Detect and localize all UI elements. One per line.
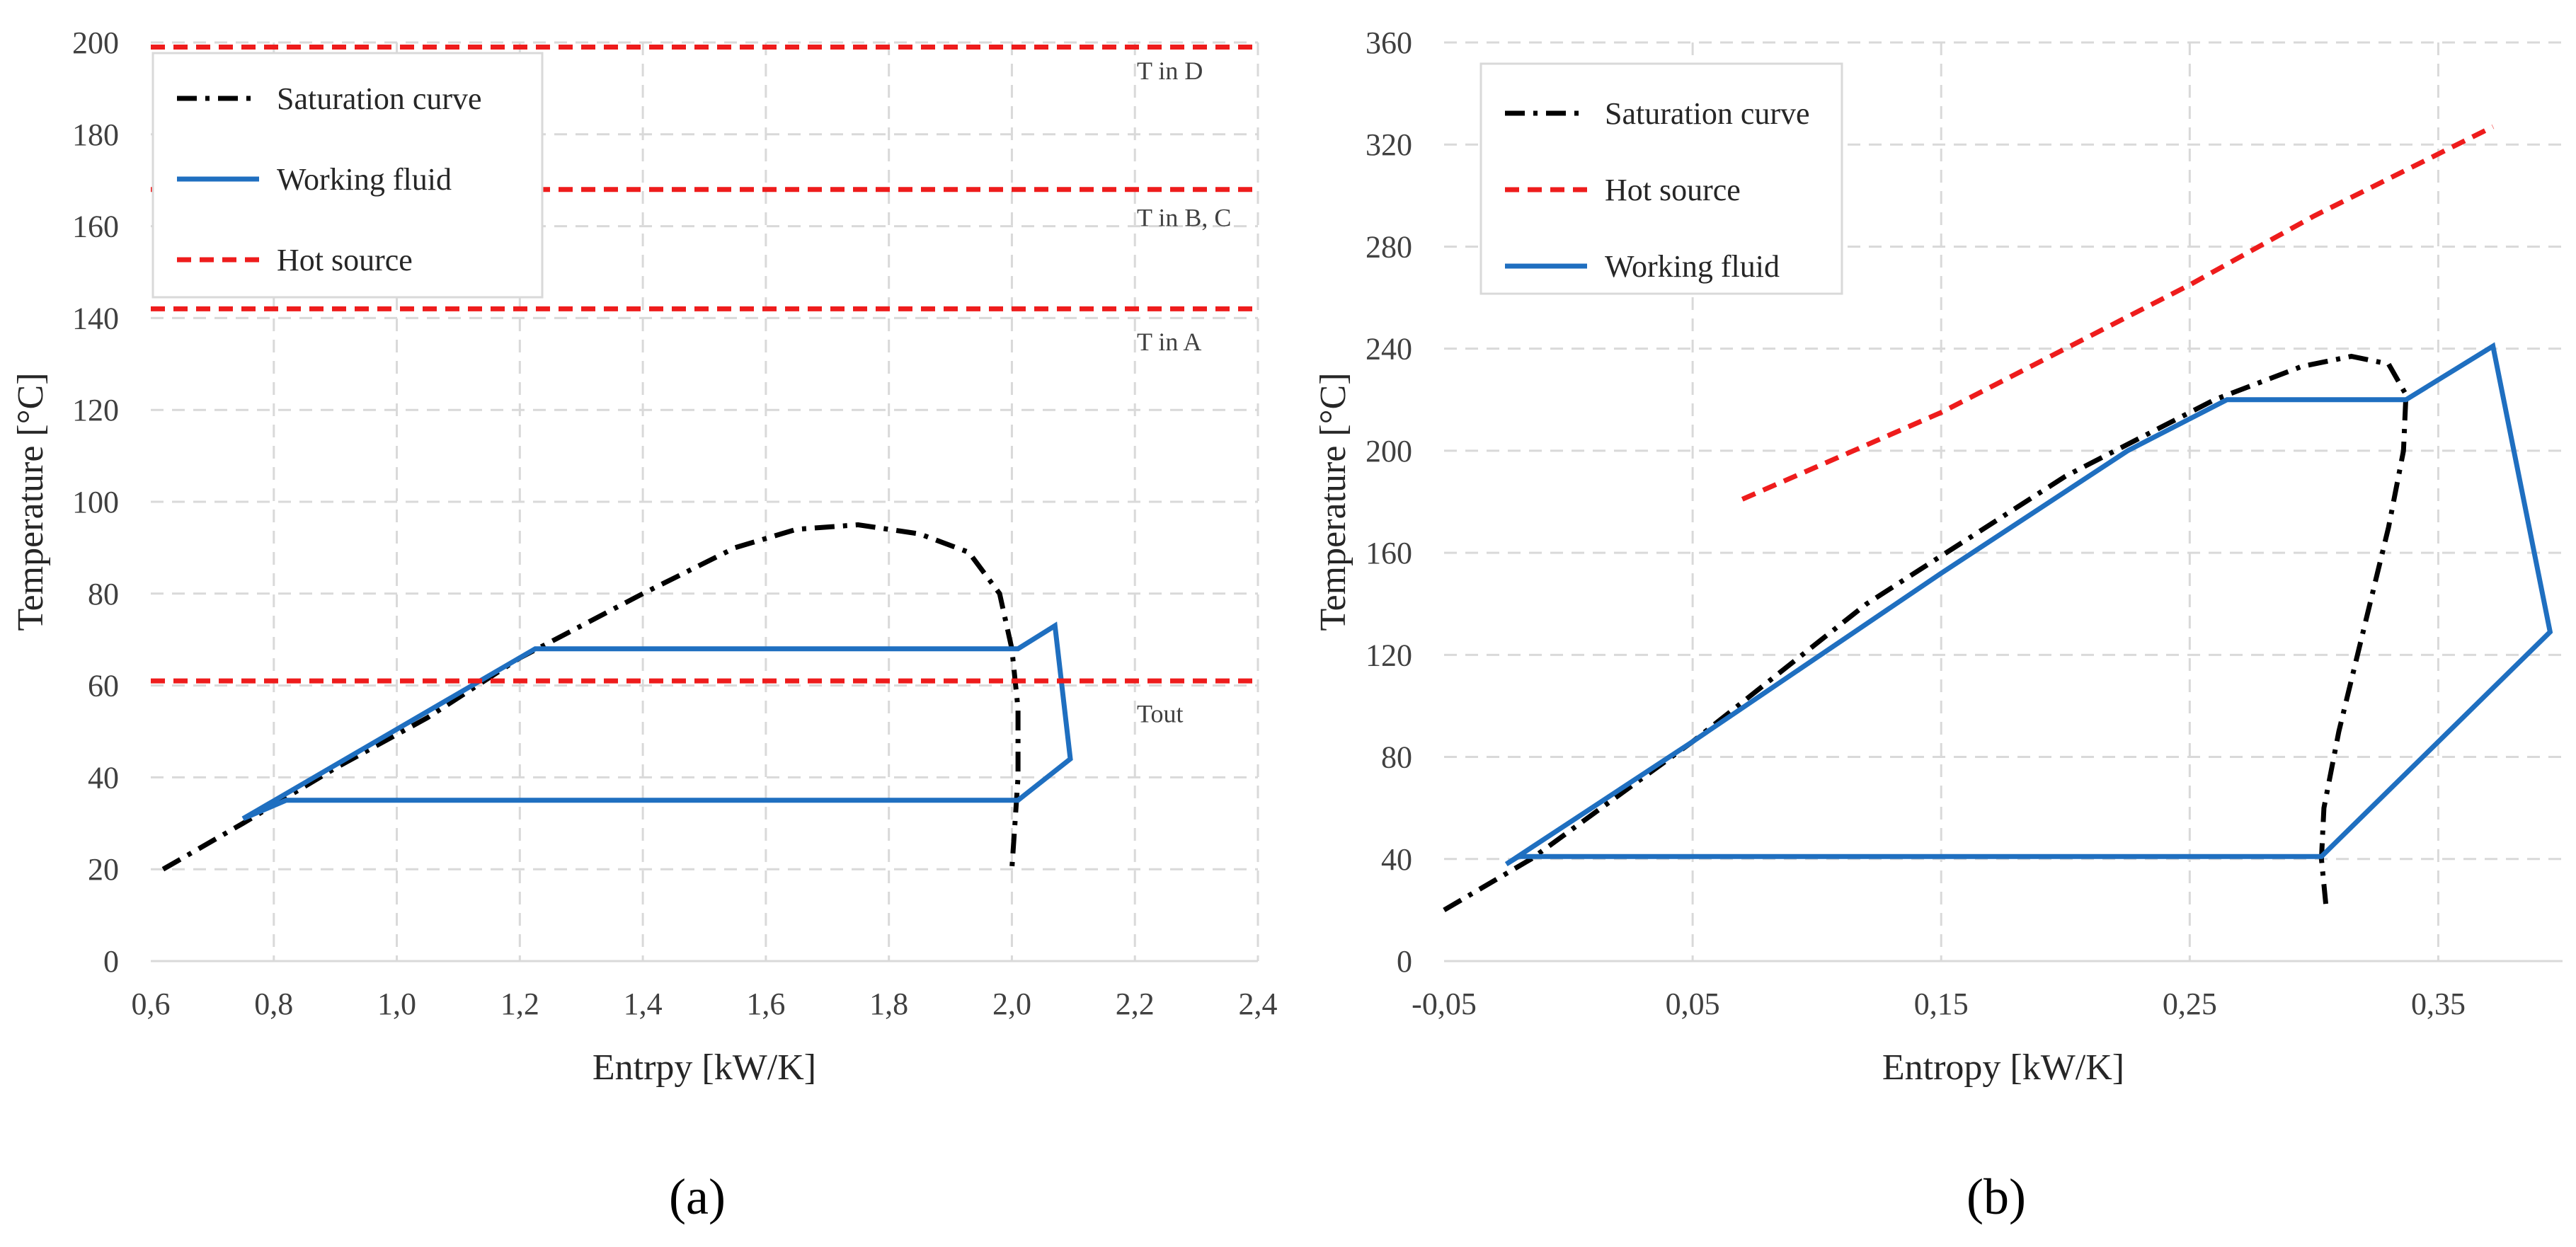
annotation-label: T in B, C	[1137, 204, 1231, 232]
x-tick-label: 1,0	[377, 987, 416, 1021]
x-tick-label: 2,2	[1116, 987, 1155, 1021]
x-tick-label: 2,0	[992, 987, 1031, 1021]
x-axis-title: Entrpy [kW/K]	[593, 1047, 816, 1088]
y-tick-label: 60	[88, 669, 119, 703]
y-tick-label: 120	[72, 393, 119, 427]
legend-label-saturation-curve: Saturation curve	[277, 81, 482, 116]
y-tick-label: 320	[1366, 127, 1412, 162]
panel-label: (b)	[1967, 1168, 2026, 1225]
panel-label: (a)	[669, 1168, 726, 1225]
series-saturation-curve-line	[161, 522, 1021, 872]
x-tick-label: 1,6	[746, 987, 785, 1021]
x-tick-label: -0,05	[1412, 987, 1477, 1021]
series-hot-source-line	[1741, 124, 2495, 502]
y-tick-label: 0	[1397, 944, 1412, 979]
y-tick-label: 200	[1366, 434, 1412, 469]
annotation-label: T in D	[1137, 57, 1203, 85]
legend-label-working-fluid: Working fluid	[277, 162, 452, 197]
y-tick-label: 120	[1366, 638, 1412, 672]
y-tick-label: 200	[72, 25, 119, 60]
y-tick-label: 0	[103, 944, 119, 979]
y-tick-label: 80	[1381, 740, 1412, 775]
x-axis-title: Entropy [kW/K]	[1882, 1047, 2124, 1088]
annotation-label: T in A	[1137, 328, 1201, 356]
y-tick-label: 80	[88, 577, 119, 611]
y-tick-label: 20	[88, 852, 119, 887]
series-working-fluid-line	[1504, 342, 2553, 866]
panel-b: 0 40 80 120 160 200 240 280 320 360 -0,05 0,05 0,15 0…	[1313, 25, 2563, 1225]
y-tick-label: 40	[1381, 842, 1412, 877]
legend-label-working-fluid: Working fluid	[1605, 249, 1780, 284]
legend-label-hot-source: Hot source	[277, 243, 413, 277]
y-tick-label: 160	[72, 209, 119, 244]
series-working-fluid-line	[241, 621, 1073, 822]
y-tick-label: 360	[1366, 25, 1412, 60]
x-tick-label: 1,4	[624, 987, 663, 1021]
y-axis-title: Temperature [°C]	[11, 372, 51, 631]
legend-box	[1479, 62, 1843, 295]
y-tick-label: 100	[72, 485, 119, 519]
legend-label-saturation-curve: Saturation curve	[1605, 96, 1810, 131]
legend-label-hot-source: Hot source	[1605, 173, 1741, 207]
legend-box	[151, 52, 544, 299]
x-tick-label: 0,35	[2411, 987, 2466, 1021]
y-tick-label: 180	[72, 117, 119, 152]
x-tick-label: 2,4	[1239, 987, 1278, 1021]
x-tick-label: 0,25	[2163, 987, 2217, 1021]
x-tick-label: 1,2	[500, 987, 539, 1021]
y-tick-label: 140	[72, 301, 119, 335]
series-saturation-curve-line	[1443, 353, 2409, 912]
x-tick-label: 0,15	[1914, 987, 1969, 1021]
y-tick-label: 240	[1366, 332, 1412, 367]
annotation-label: Tout	[1137, 700, 1183, 728]
y-tick-label: 40	[88, 760, 119, 795]
x-tick-label: 0,6	[132, 987, 171, 1021]
y-tick-label: 160	[1366, 536, 1412, 570]
x-tick-label: 0,8	[254, 987, 293, 1021]
y-tick-label: 280	[1366, 229, 1412, 264]
panel-a: 0 20 40 60 80 100 120 140 160 180 200 0,6 0,8 1,0 1,2 1…	[11, 25, 1278, 1225]
x-tick-label: 0,05	[1666, 987, 1720, 1021]
x-tick-label: 1,8	[869, 987, 908, 1021]
y-axis-title: Temperature [°C]	[1313, 372, 1353, 631]
